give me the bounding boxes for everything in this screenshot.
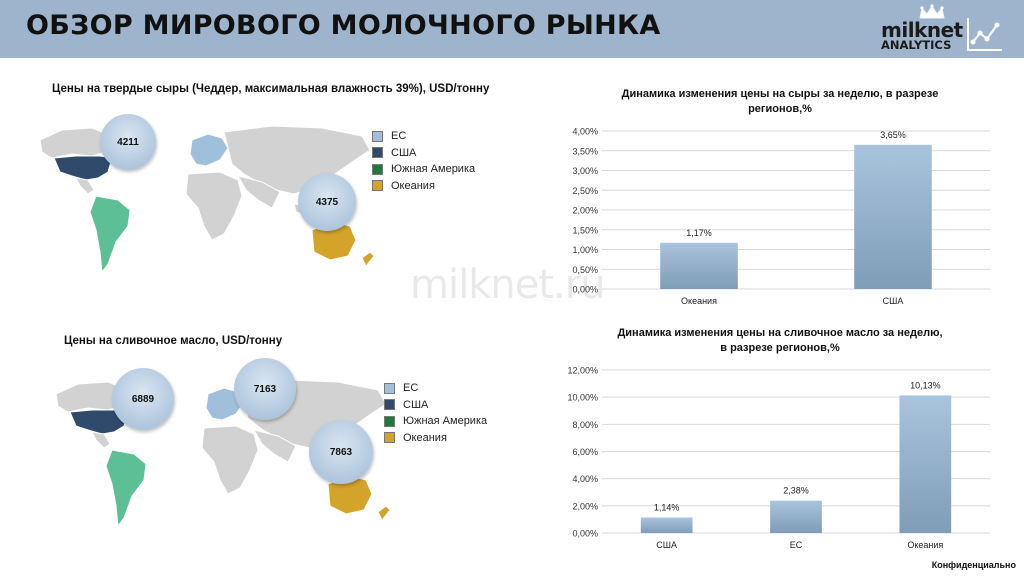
butter-chart-y-tick-label: 12,00% [567,366,598,376]
cheese-chart-y-tick-label: 4,00% [572,127,598,137]
butter-chart-category-label: ЕС [790,540,803,550]
cheese-price-change-chart: 0,00% 0,50% 1,00% 1,50% 2,00% 2,50% 3,00% 3,50%… [572,127,990,306]
butter-chart-y-tick-label: 6,00% [572,447,598,457]
cheese-chart-data-label: 3,65% [880,130,906,140]
map-south-america [89,195,131,274]
legend-swatch-eu [384,382,395,394]
legend-swatch-eu [372,130,383,142]
cheese-map-legend: ЕС США Южная Америка Океания [372,128,475,194]
map-south-america [105,449,147,528]
butter-eu-price-bubble: 7163 [234,358,296,420]
cheese-prices-title: Цены на твердые сыры (Чеддер, максимальн… [52,83,490,95]
cheese-usa-price-bubble: 4211 [100,114,156,170]
cheese-chart-y-tick-label: 1,00% [572,245,598,255]
legend-item-eu: ЕС [384,380,487,397]
butter-oceania-price-bubble: 7863 [309,420,373,484]
legend-item-oceania: Океания [384,430,487,447]
map-usa [69,409,129,435]
cheese-chart-category-label: Океания [681,296,717,306]
butter-price-change-chart: 0,00% 2,00% 4,00% 6,00% 8,00% 10,00% 12,00% 1,1… [567,366,990,550]
legend-label-south-america: Южная Америка [391,163,476,176]
butter-chart-data-label: 10,13% [910,380,941,390]
map-new-zealand [361,251,375,267]
legend-swatch-oceania [384,432,395,444]
legend-item-south-america: Южная Америка [372,161,475,178]
map-eu [189,133,229,167]
butter-chart-bar-0 [640,517,693,533]
legend-label-eu: ЕС [403,382,419,395]
map-canada [39,127,113,159]
butter-chart-y-tick-label: 8,00% [572,420,598,430]
cheese-chart-category-label: США [883,296,904,306]
cheese-chart-title: Динамика изменения цены на сыры за недел… [585,87,975,117]
cheese-chart-y-tick-label: 2,00% [572,206,598,216]
legend-item-eu: ЕС [372,128,475,145]
legend-label-eu: ЕС [391,130,407,143]
logo-subtitle: ANALYTICS [881,38,952,52]
cheese-chart-title-line1: Динамика изменения цены на сыры за недел… [621,88,939,100]
butter-chart-bar-1 [770,500,822,533]
header-bar: ОБЗОР МИРОВОГО МОЛОЧНОГО РЫНКА milknet A… [0,0,1024,58]
map-middle-east [252,429,297,463]
map-middle-east [236,175,281,209]
legend-swatch-south-america [384,415,395,427]
butter-chart-title-line1: Динамика изменения цены на сливочное мас… [617,327,943,339]
legend-swatch-usa [372,147,383,159]
legend-item-oceania: Океания [372,178,475,195]
butter-chart-category-label: Океания [907,540,943,550]
butter-chart-data-label: 1,14% [654,503,680,513]
legend-swatch-south-america [372,163,383,175]
cheese-chart-data-label: 1,17% [686,228,712,238]
cheese-chart-y-tick-label: 1,50% [572,225,598,235]
butter-chart-y-tick-label: 10,00% [567,393,598,403]
butter-chart-y-tick-label: 0,00% [572,529,598,539]
cheese-chart-y-tick-label: 3,50% [572,146,598,156]
map-africa [201,425,259,495]
butter-map-legend: ЕС США Южная Америка Океания [384,380,487,446]
butter-chart-title: Динамика изменения цены на сливочное мас… [590,326,970,356]
legend-label-oceania: Океания [403,431,447,444]
legend-item-usa: США [372,145,475,162]
butter-chart-y-tick-label: 4,00% [572,474,598,484]
butter-chart-y-tick-label: 2,00% [572,501,598,511]
watermark: milknet.ru [410,262,606,308]
legend-item-usa: США [384,397,487,414]
cheese-chart-bar-1 [854,144,932,289]
milknet-logo: milknet ANALYTICS [878,4,1018,56]
legend-swatch-oceania [372,180,383,192]
cheese-chart-bar-0 [660,242,738,289]
butter-chart-category-label: США [656,540,677,550]
legend-label-usa: США [403,398,429,411]
crown-icon [919,4,945,19]
legend-label-usa: США [391,146,417,159]
map-usa [53,155,113,181]
legend-item-south-america: Южная Америка [384,413,487,430]
page-title: ОБЗОР МИРОВОГО МОЛОЧНОГО РЫНКА [26,10,661,41]
cheese-chart-title-line2: регионов,% [748,103,812,115]
map-central-america [91,431,111,449]
cheese-chart-y-tick-label: 3,00% [572,166,598,176]
cheese-oceania-price-bubble: 4375 [298,173,356,231]
cheese-chart-y-tick-label: 0,00% [572,285,598,295]
logo-wordmark: milknet [881,18,963,42]
cheese-chart-y-tick-label: 0,50% [572,265,598,275]
confidential-label: Конфиденциально [931,560,1016,570]
butter-chart-data-label: 2,38% [783,486,809,496]
line-chart-icon [967,18,1002,51]
legend-swatch-usa [384,399,395,411]
butter-usa-price-bubble: 6889 [112,368,174,430]
legend-label-south-america: Южная Америка [403,415,488,428]
butter-chart-bar-2 [899,395,952,533]
legend-label-oceania: Океания [391,179,435,192]
cheese-chart-y-tick-label: 2,50% [572,186,598,196]
butter-chart-title-line2: в разрезе регионов,% [720,342,840,354]
butter-prices-title: Цены на сливочное масло, USD/тонну [64,335,283,347]
map-new-zealand [377,505,391,521]
map-central-america [75,177,95,195]
map-africa [185,171,243,241]
